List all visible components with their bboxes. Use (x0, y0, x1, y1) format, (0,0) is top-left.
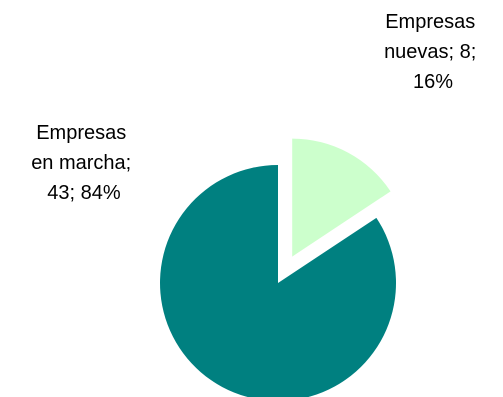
slice-label-empresas-nuevas: Empresas nuevas; 8; 16% (384, 11, 482, 93)
label-line: nuevas; 8; (384, 41, 476, 63)
slice-label-empresas-en-marcha: Empresas en marcha; 43; 84% (31, 122, 137, 204)
pie-slice-empresas-en-marcha (160, 165, 396, 397)
label-line: Empresas (36, 122, 126, 144)
label-line: 43; 84% (47, 182, 121, 204)
pie-slice-empresas-nuevas (292, 138, 391, 257)
pie-slices (160, 138, 396, 397)
label-line: Empresas (385, 11, 475, 33)
label-line: en marcha; (31, 152, 131, 174)
label-line: 16% (413, 71, 453, 93)
